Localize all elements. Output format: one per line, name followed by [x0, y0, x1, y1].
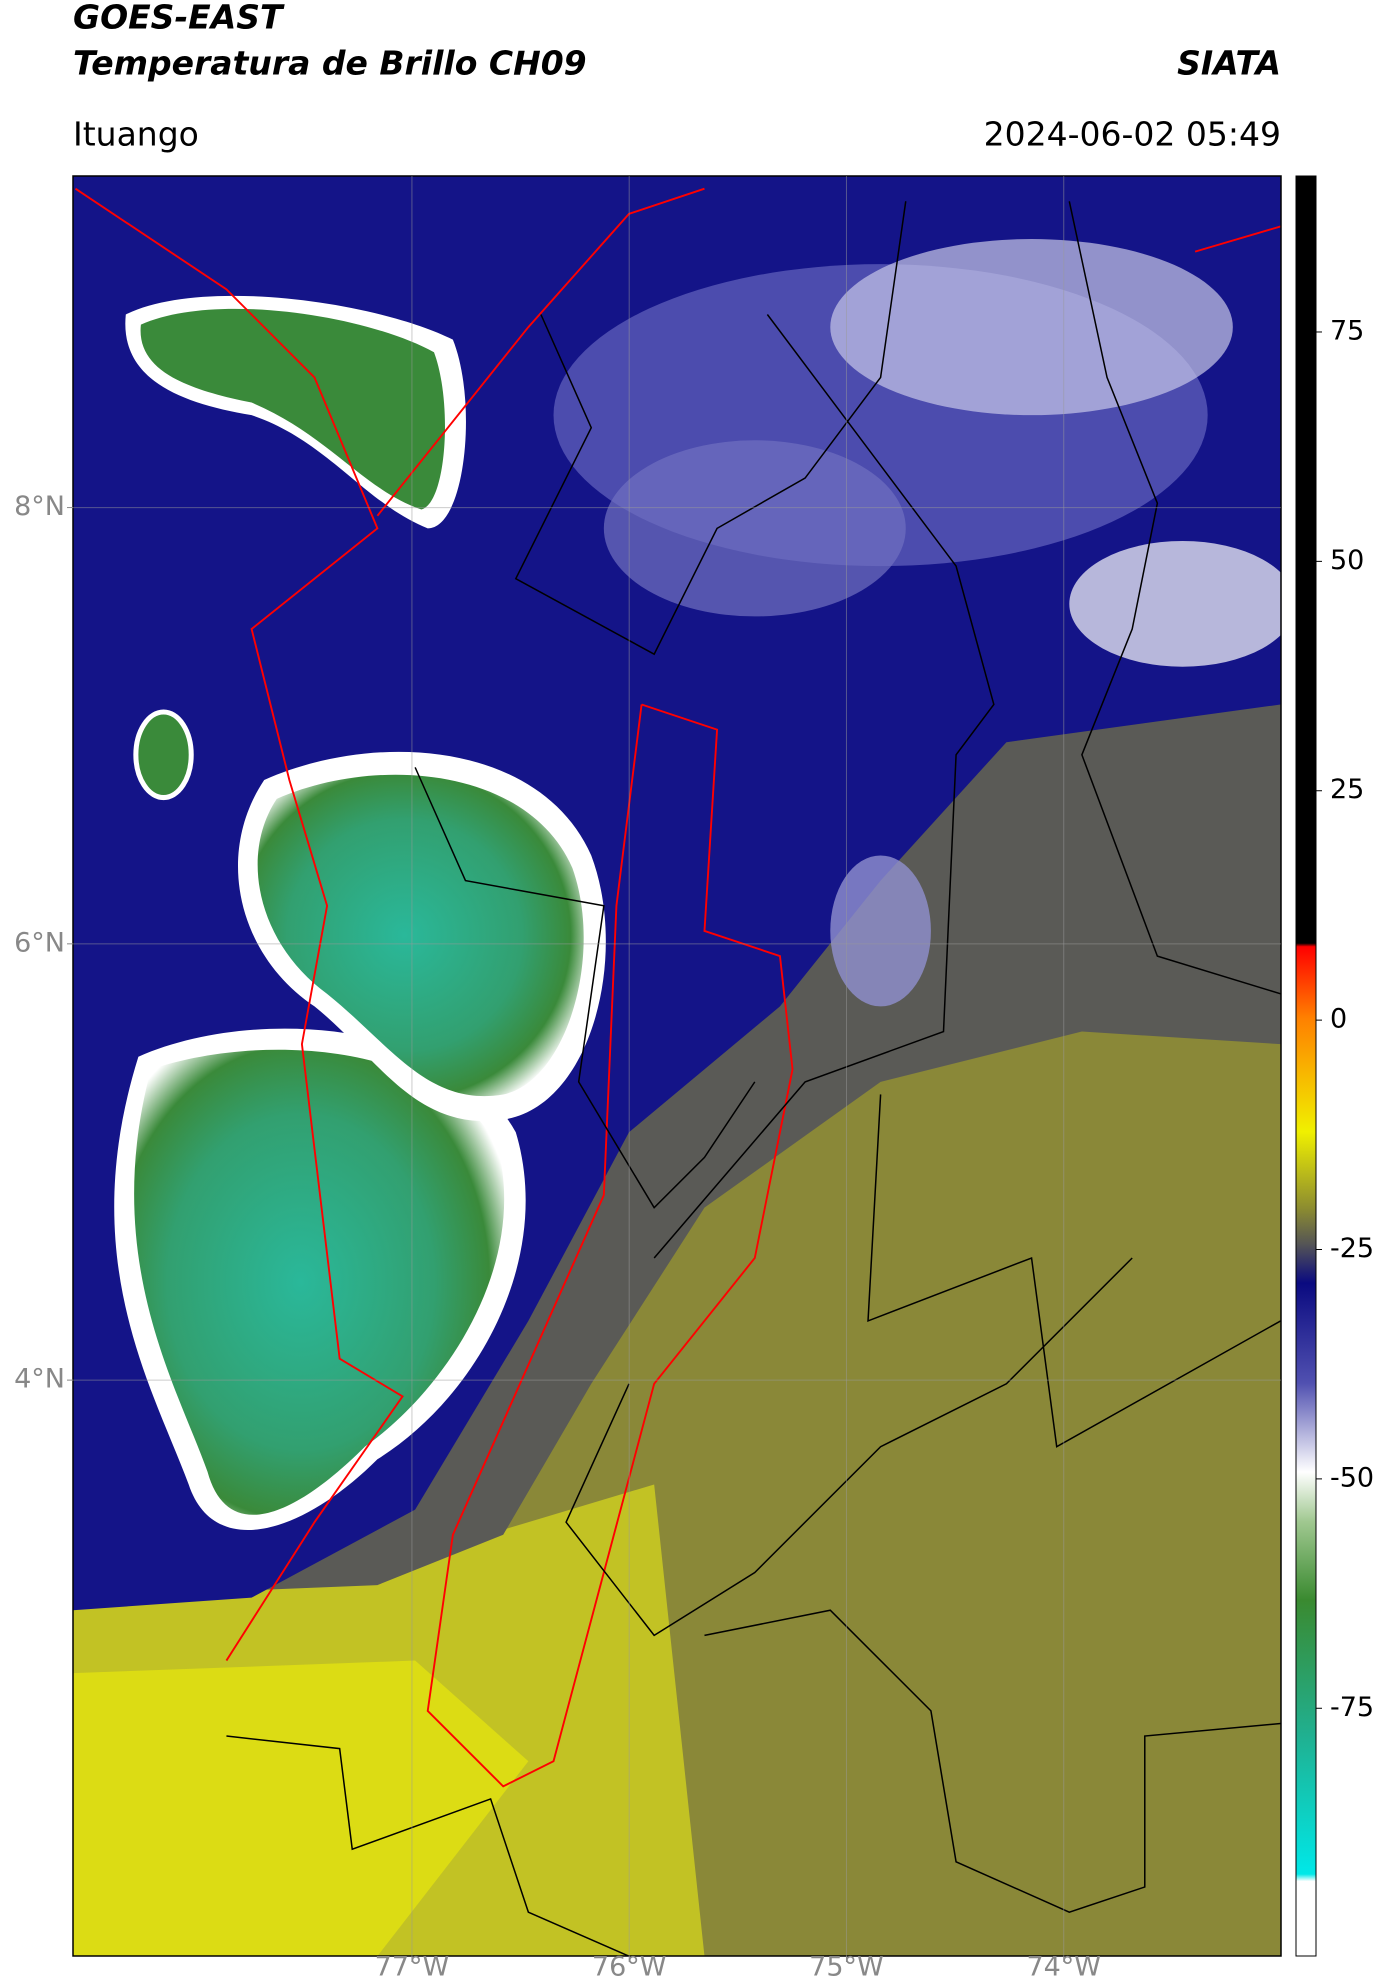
- map-image: [73, 176, 1281, 1956]
- colorbar-tick-label: 50: [1330, 545, 1364, 576]
- colorbar-tick-label: -25: [1330, 1233, 1374, 1264]
- y-tick-label: 8°N: [14, 491, 65, 522]
- colorbar-tick-label: 25: [1330, 774, 1364, 805]
- x-tick-label: 75°W: [809, 1952, 884, 1982]
- x-tick-label: 74°W: [1026, 1952, 1101, 1982]
- colorbar: [1295, 175, 1317, 1957]
- subtitle: Temperatura de Brillo CH09: [73, 44, 587, 83]
- y-tick-label: 6°N: [14, 927, 65, 958]
- y-tick-label: 4°N: [14, 1364, 65, 1395]
- colorbar-tick-label: -50: [1330, 1462, 1374, 1493]
- x-tick-label: 77°W: [375, 1952, 450, 1982]
- colorbar-tick-label: 75: [1330, 315, 1364, 346]
- map-frame: [72, 175, 1282, 1957]
- brand: SIATA: [1177, 44, 1281, 83]
- timestamp: 2024-06-02 05:49: [984, 115, 1281, 154]
- x-tick-label: 76°W: [592, 1952, 667, 1982]
- title: GOES-EAST: [73, 0, 285, 37]
- colorbar-tick-label: 0: [1330, 1004, 1347, 1035]
- colorbar-tick-label: -75: [1330, 1692, 1374, 1723]
- region: Ituango: [73, 115, 199, 154]
